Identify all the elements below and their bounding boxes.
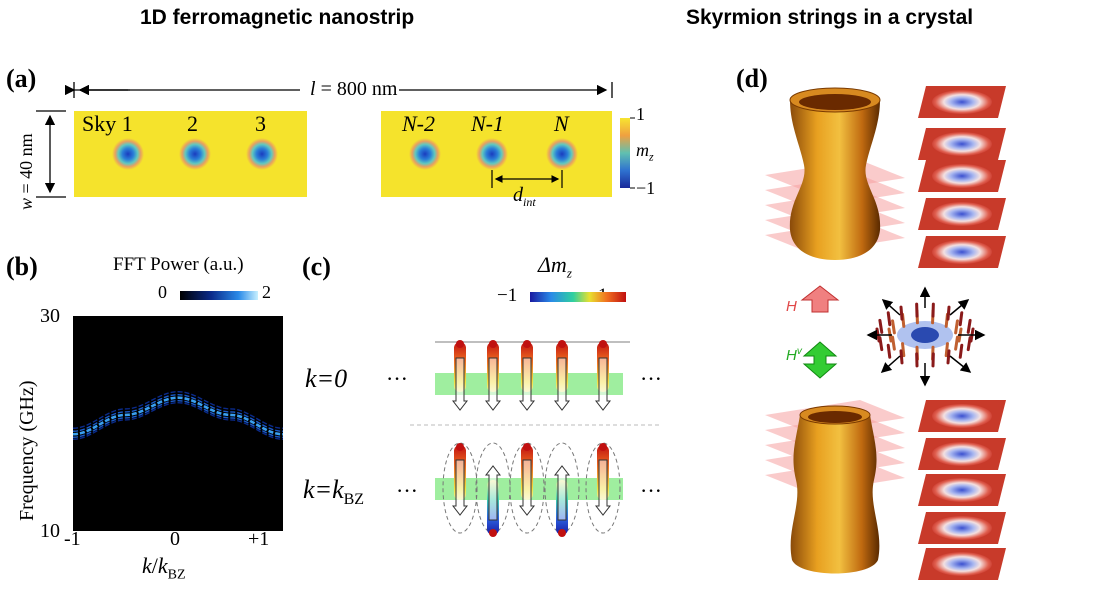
skyrmion-n-minus-1	[476, 138, 508, 170]
mz-colorbar-max: 1	[636, 104, 645, 125]
skyrmion-string-figure	[740, 60, 1100, 589]
spin-vector	[893, 337, 895, 349]
spin-vector	[880, 320, 882, 332]
spin-vector	[968, 338, 970, 350]
mode-label-kbz: k=kBZ	[303, 475, 364, 509]
spin-vector	[968, 320, 970, 332]
pillar-tip	[599, 340, 607, 348]
dmz-colorbar-label: Δmz	[538, 252, 572, 281]
ellipsis-kbz-left: ···	[396, 478, 418, 504]
sky-label-n: N	[554, 111, 569, 137]
slice-core	[932, 164, 992, 188]
spin-vector	[956, 337, 958, 349]
fft-xtick-right: +1	[248, 528, 269, 551]
skyrmion-tube-top	[790, 100, 880, 260]
panel-c-letter: (c)	[302, 252, 331, 282]
spacing-label: dint	[513, 184, 536, 210]
pillar-tip	[456, 443, 464, 451]
pillar-tip	[523, 443, 531, 451]
pillar-tip	[489, 529, 497, 537]
fft-xlabel: k/kBZ	[142, 553, 186, 583]
field-h-label: H	[786, 298, 797, 315]
fft-ytick-bottom: 10	[40, 520, 60, 543]
ellipsis-k0-right: ···	[640, 366, 662, 392]
slice-core	[932, 90, 992, 114]
ellipsis-k0-left: ···	[386, 366, 408, 392]
magnon-mode-figure	[300, 280, 680, 590]
fft-heatmap-area	[73, 316, 283, 531]
spin-vector	[960, 345, 962, 357]
slice-core	[932, 132, 992, 156]
slices-top	[918, 86, 1006, 268]
spin-vector	[888, 313, 890, 325]
slice-core	[932, 516, 992, 540]
slices-bottom	[918, 400, 1006, 580]
spin-vector	[948, 351, 949, 363]
field-h-arrow	[802, 286, 838, 312]
sky-label-n-minus-1: N-1	[471, 111, 504, 137]
spin-vector	[893, 321, 895, 333]
fft-ylabel: Frequency (GHz)	[16, 381, 39, 522]
skyrmion-n-minus-2	[409, 138, 441, 170]
pillar-tip	[456, 340, 464, 348]
pillar-tip	[523, 340, 531, 348]
heading-right: Skyrmion strings in a crystal	[686, 6, 973, 30]
spin-vector	[960, 313, 962, 325]
slice-core	[932, 478, 992, 502]
mode-k0	[435, 340, 630, 410]
mz-colorbar-min: −1	[636, 178, 655, 199]
mode-label-k0: k=0	[305, 364, 347, 394]
slice-core	[932, 404, 992, 428]
pillar-tip	[558, 529, 566, 537]
slice-core	[932, 552, 992, 576]
spin-vector	[901, 351, 902, 363]
field-hv-arrow	[804, 342, 836, 378]
pillar-tip	[599, 443, 607, 451]
pillar-tip	[558, 340, 566, 348]
mz-colorbar	[620, 118, 630, 188]
fft-chart	[0, 0, 300, 589]
fft-colorbar	[180, 291, 258, 300]
length-label: l = 800 nm	[308, 78, 399, 101]
slice-core	[932, 240, 992, 264]
sky-label-n-minus-2: N-2	[402, 111, 435, 137]
fft-xtick-left: -1	[64, 528, 81, 551]
dmz-colorbar	[530, 292, 626, 302]
field-hv-label: Hv	[786, 346, 802, 364]
fft-xtick-mid: 0	[170, 528, 180, 551]
slice-core	[932, 202, 992, 226]
pillar-tip	[489, 340, 497, 348]
skyrmion-tube-bottom	[791, 415, 880, 574]
mz-colorbar-label: mz	[636, 140, 654, 165]
fft-ytick-top: 30	[40, 305, 60, 328]
slice-core	[932, 442, 992, 466]
ellipsis-kbz-right: ···	[640, 478, 662, 504]
spin-vector	[948, 307, 949, 319]
spin-vector	[888, 345, 890, 357]
skyrmion-n	[546, 138, 578, 170]
spin-vector	[901, 307, 902, 319]
spin-vector	[956, 321, 958, 333]
mode-kbz	[435, 443, 623, 537]
